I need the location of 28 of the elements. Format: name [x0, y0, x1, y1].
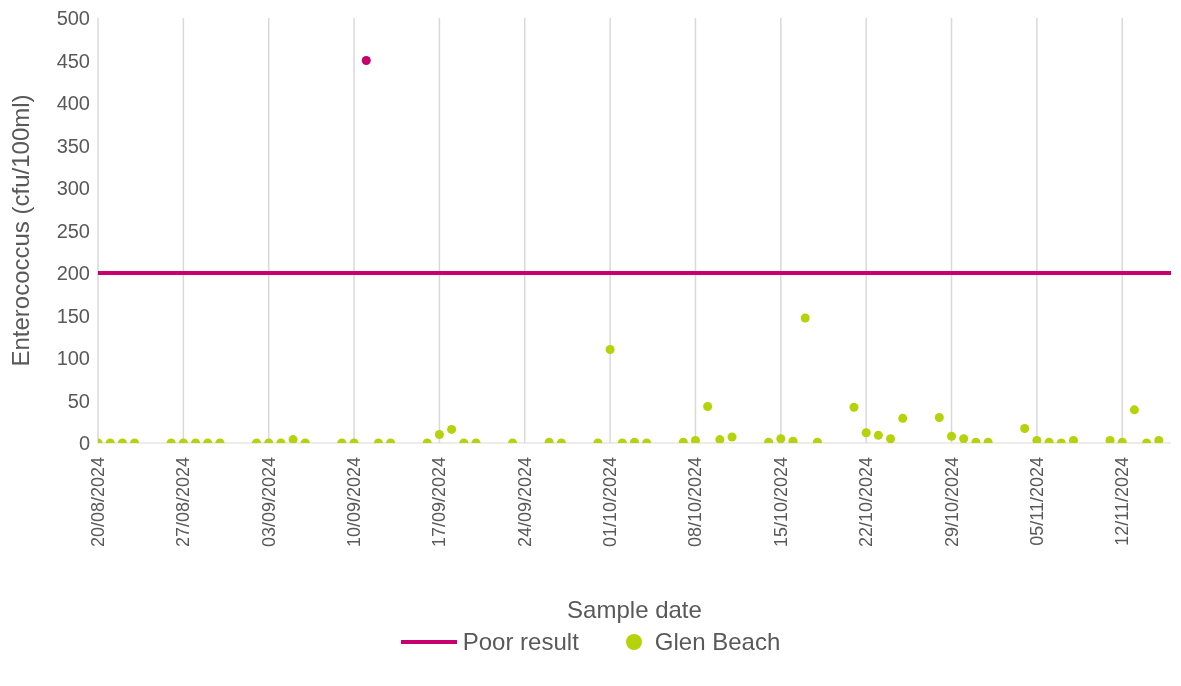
legend-label: Poor result — [462, 628, 579, 656]
x-tick-label: 27/08/2024 — [173, 457, 194, 548]
x-tick-label: 01/10/2024 — [600, 457, 621, 548]
x-tick-label: 29/10/2024 — [941, 457, 962, 548]
y-tick-label: 300 — [56, 177, 90, 200]
x-tick-label: 17/09/2024 — [429, 457, 450, 548]
x-tick-label: 20/08/2024 — [88, 457, 108, 548]
legend-label: Glen Beach — [654, 628, 781, 656]
y-tick-label: 450 — [56, 49, 90, 72]
y-tick-label: 100 — [56, 347, 90, 370]
x-tick-label: 22/10/2024 — [856, 457, 877, 548]
y-tick-label: 350 — [56, 134, 90, 157]
x-tick-label: 08/10/2024 — [685, 457, 706, 548]
x-tick-label: 05/11/2024 — [1026, 457, 1047, 546]
x-tick-label: 03/09/2024 — [258, 457, 279, 548]
x-axis-title: Sample date — [567, 596, 702, 623]
y-tick-label: 500 — [56, 7, 90, 30]
x-tick-label: 24/09/2024 — [514, 457, 535, 548]
y-tick-label: 0 — [78, 432, 90, 455]
y-axis-title: Enterococcus (cfu/100ml) — [6, 94, 34, 367]
x-tick-label: 12/11/2024 — [1112, 457, 1133, 546]
y-tick-label: 250 — [56, 219, 90, 242]
y-tick-label: 200 — [56, 262, 90, 285]
y-tick-label: 50 — [67, 389, 90, 412]
x-tick-label: 10/09/2024 — [344, 457, 365, 548]
x-tick-label: 15/10/2024 — [770, 457, 791, 548]
y-tick-label: 150 — [56, 304, 90, 327]
y-tick-label: 400 — [56, 92, 90, 115]
